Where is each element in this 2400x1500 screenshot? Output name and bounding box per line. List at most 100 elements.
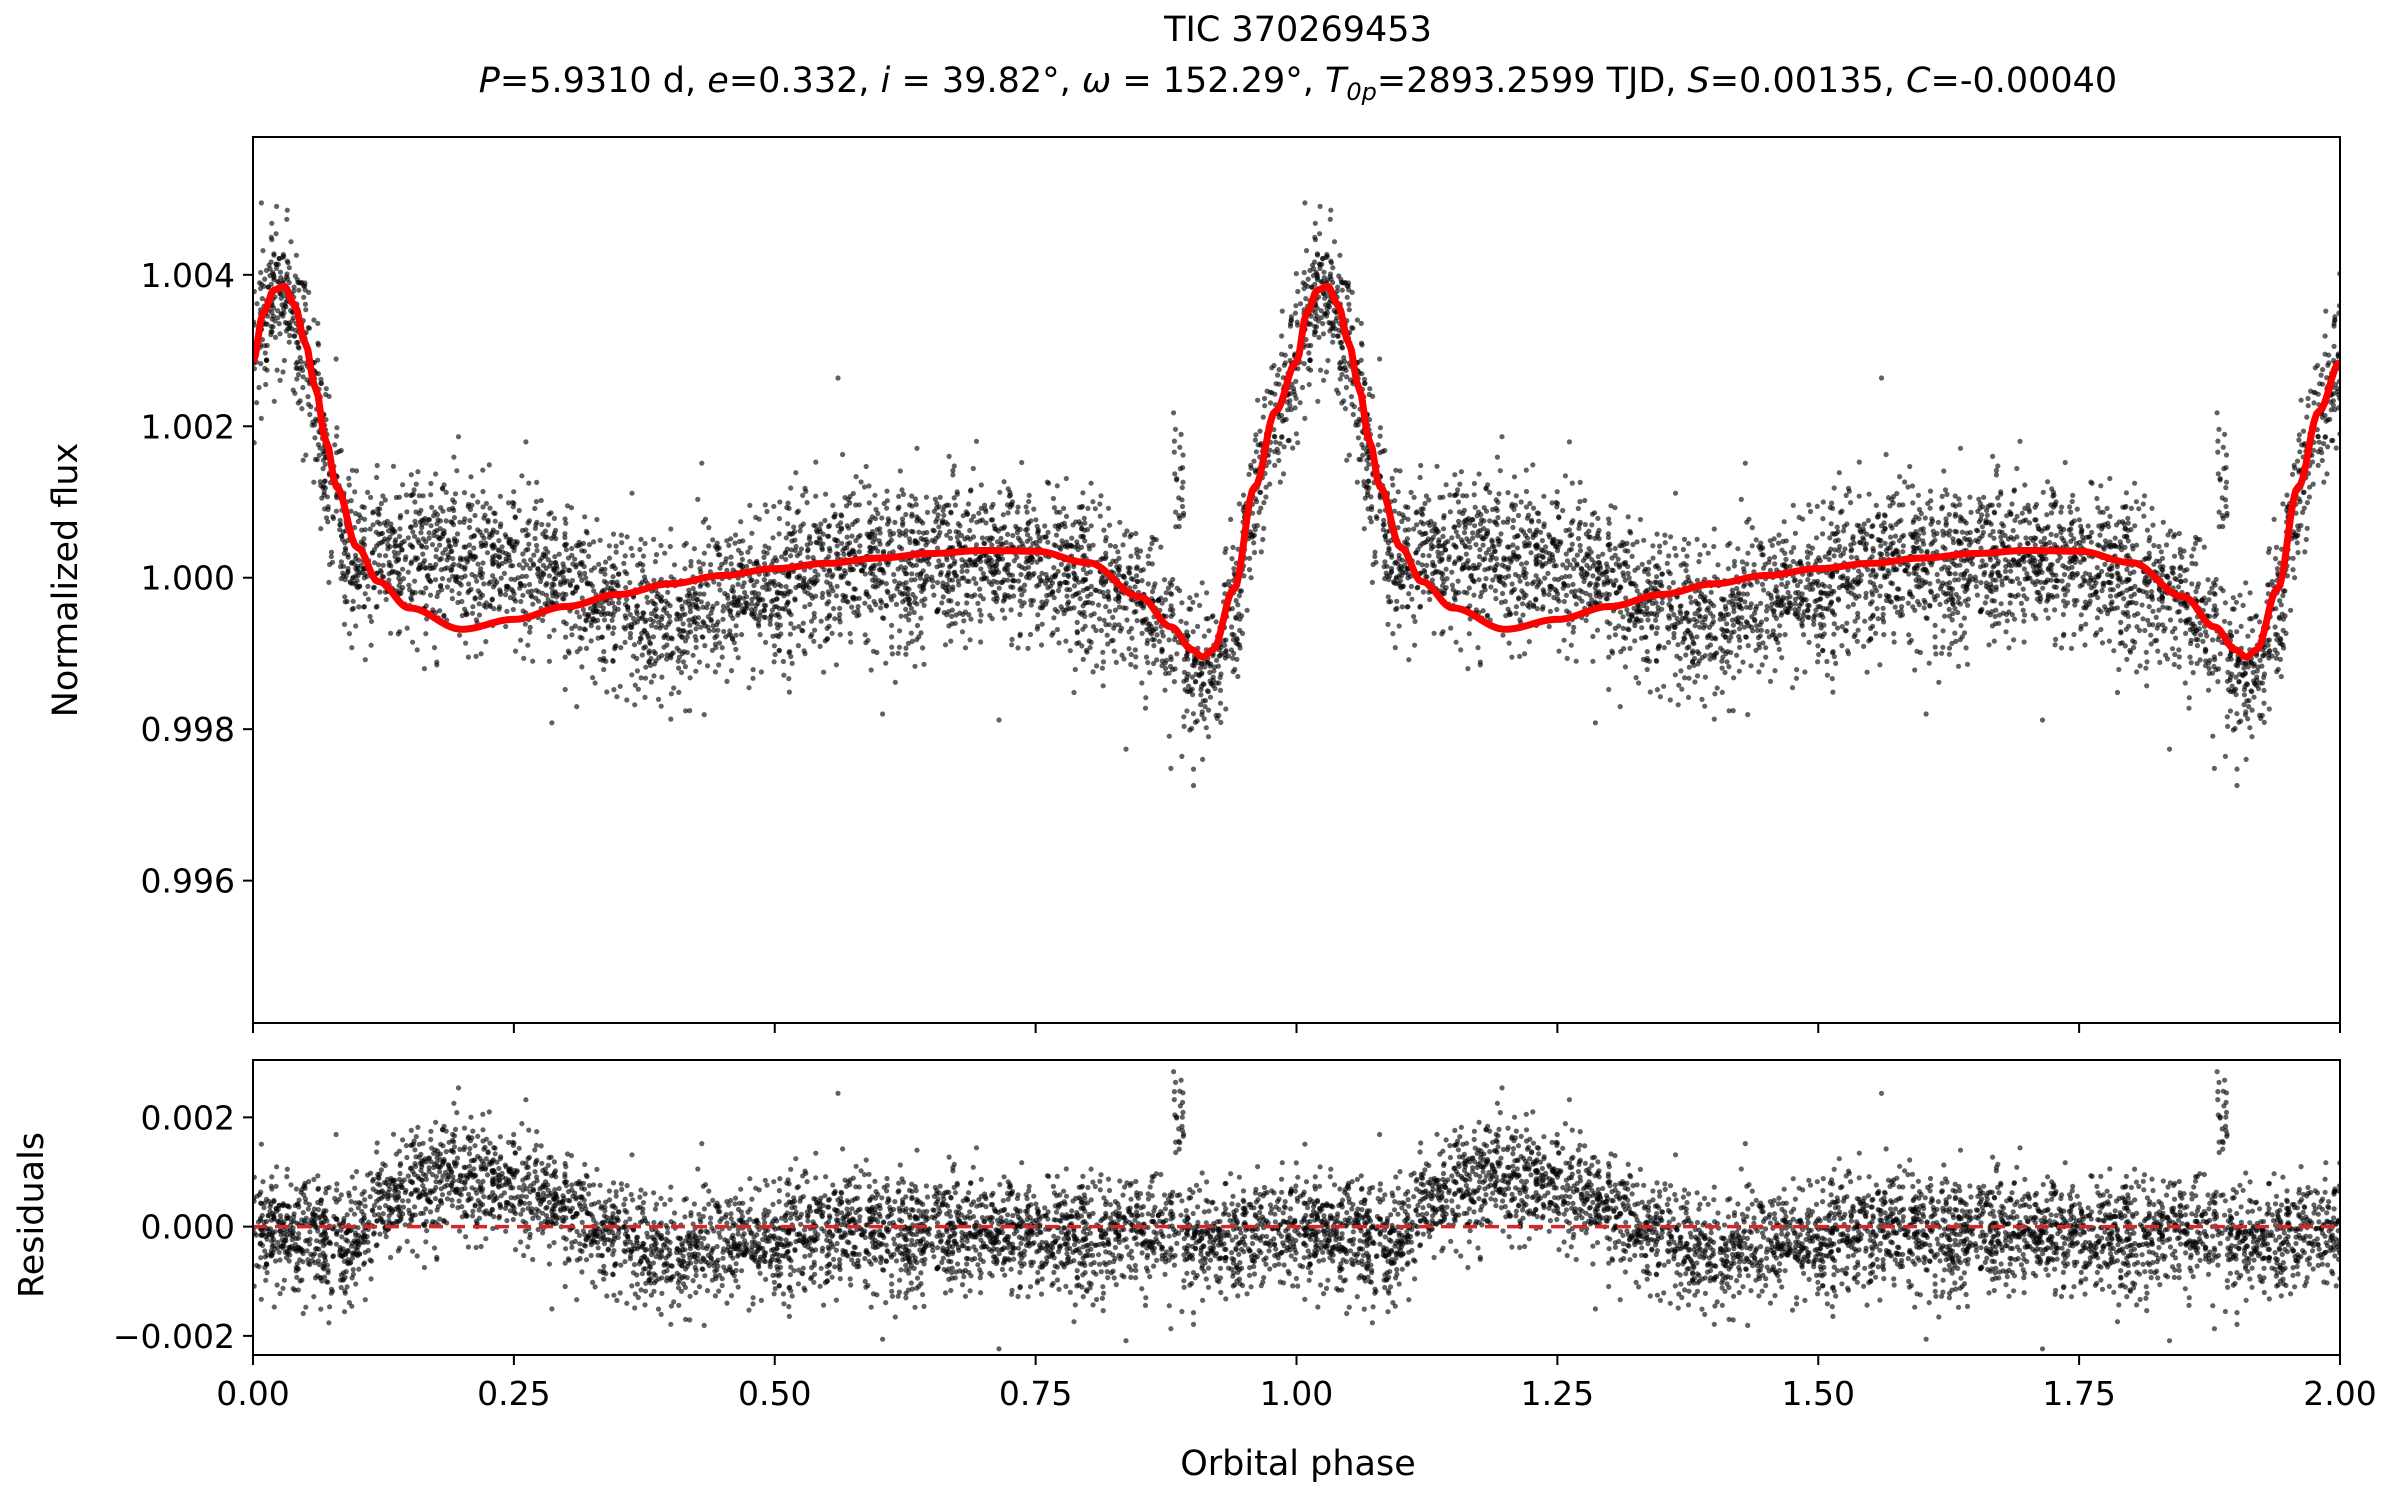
flux-point	[1102, 579, 1109, 585]
flux-point	[1105, 505, 1112, 511]
flux-point	[899, 516, 906, 522]
flux-point	[1098, 493, 1104, 499]
flux-point	[881, 615, 887, 622]
flux-point	[345, 569, 351, 575]
flux-point	[1252, 437, 1258, 443]
flux-point	[885, 589, 891, 596]
flux-point	[838, 520, 844, 526]
flux-point	[414, 647, 420, 653]
flux-point	[591, 539, 597, 545]
flux-point	[669, 651, 675, 657]
flux-point	[691, 546, 698, 552]
flux-point	[1179, 485, 1185, 491]
flux-point	[804, 500, 810, 506]
flux-point	[1330, 265, 1336, 271]
flux-point	[1050, 495, 1056, 502]
flux-point	[719, 654, 725, 660]
flux-point	[1116, 622, 1122, 628]
flux-point	[346, 482, 352, 488]
flux-point	[909, 493, 915, 499]
flux-point	[806, 585, 812, 591]
flux-point	[728, 561, 734, 567]
flux-point	[850, 521, 856, 528]
flux-point	[688, 563, 694, 569]
flux-point	[693, 668, 699, 674]
flux-point	[1128, 661, 1134, 668]
flux-point	[1172, 471, 1178, 477]
flux-point	[815, 572, 821, 578]
flux-point	[914, 622, 921, 629]
flux-point	[724, 538, 730, 544]
flux-point	[1064, 580, 1070, 586]
flux-point	[1011, 593, 1017, 599]
flux-point	[980, 596, 986, 602]
flux-point	[1144, 640, 1150, 647]
flux-point	[973, 580, 979, 587]
flux-point	[920, 557, 926, 563]
flux-point	[877, 530, 883, 536]
flux-point	[1064, 587, 1070, 593]
flux-point	[609, 617, 615, 623]
flux-point	[1115, 594, 1121, 600]
flux-point	[639, 615, 645, 622]
flux-point	[1680, 546, 1686, 553]
flux-point	[534, 479, 540, 485]
flux-point	[1101, 617, 1107, 623]
flux-point	[258, 415, 264, 421]
flux-point	[624, 697, 630, 703]
flux-point	[1203, 725, 1209, 731]
flux-point	[996, 717, 1002, 723]
flux-point	[659, 674, 665, 680]
flux-point	[771, 503, 777, 509]
flux-point	[551, 627, 557, 633]
flux-point	[622, 613, 628, 619]
flux-point	[320, 466, 326, 472]
flux-point	[428, 492, 434, 498]
flux-point	[1892, 604, 1898, 610]
flux-point	[1200, 698, 1206, 704]
flux-point	[839, 540, 845, 546]
flux-point	[467, 549, 473, 555]
flux-point	[1188, 606, 1194, 612]
flux-point	[606, 543, 613, 549]
flux-point	[1923, 711, 1929, 717]
flux-point	[457, 519, 463, 525]
flux-point	[878, 580, 884, 586]
flux-point	[747, 558, 753, 565]
flux-point	[794, 509, 800, 516]
flux-point	[656, 619, 662, 625]
flux-point	[420, 560, 426, 566]
flux-point	[693, 626, 699, 632]
flux-point	[323, 386, 329, 392]
flux-point	[627, 612, 633, 618]
flux-point	[785, 521, 791, 527]
flux-point	[407, 542, 413, 548]
flux-point	[1042, 523, 1048, 529]
flux-point	[611, 687, 617, 693]
flux-point	[1116, 598, 1122, 605]
flux-point	[2017, 438, 2023, 444]
flux-point	[334, 425, 340, 431]
flux-point	[338, 559, 344, 565]
flux-point	[1103, 550, 1109, 556]
flux-point	[1080, 553, 1086, 560]
flux-point	[483, 528, 489, 534]
flux-point	[612, 565, 618, 572]
flux-point	[281, 306, 287, 312]
flux-point	[614, 582, 620, 588]
flux-point	[844, 523, 850, 529]
flux-point	[763, 581, 769, 588]
flux-point	[551, 530, 558, 537]
flux-point	[1080, 587, 1086, 593]
flux-point	[1063, 513, 1070, 520]
flux-point	[826, 623, 832, 629]
flux-point	[1978, 580, 1984, 586]
flux-point	[1554, 606, 1560, 613]
flux-point	[817, 537, 823, 543]
flux-point	[963, 509, 969, 515]
flux-point	[618, 645, 624, 651]
flux-point	[553, 594, 560, 600]
flux-point	[396, 575, 402, 581]
flux-point	[987, 538, 993, 544]
flux-point	[533, 587, 539, 593]
